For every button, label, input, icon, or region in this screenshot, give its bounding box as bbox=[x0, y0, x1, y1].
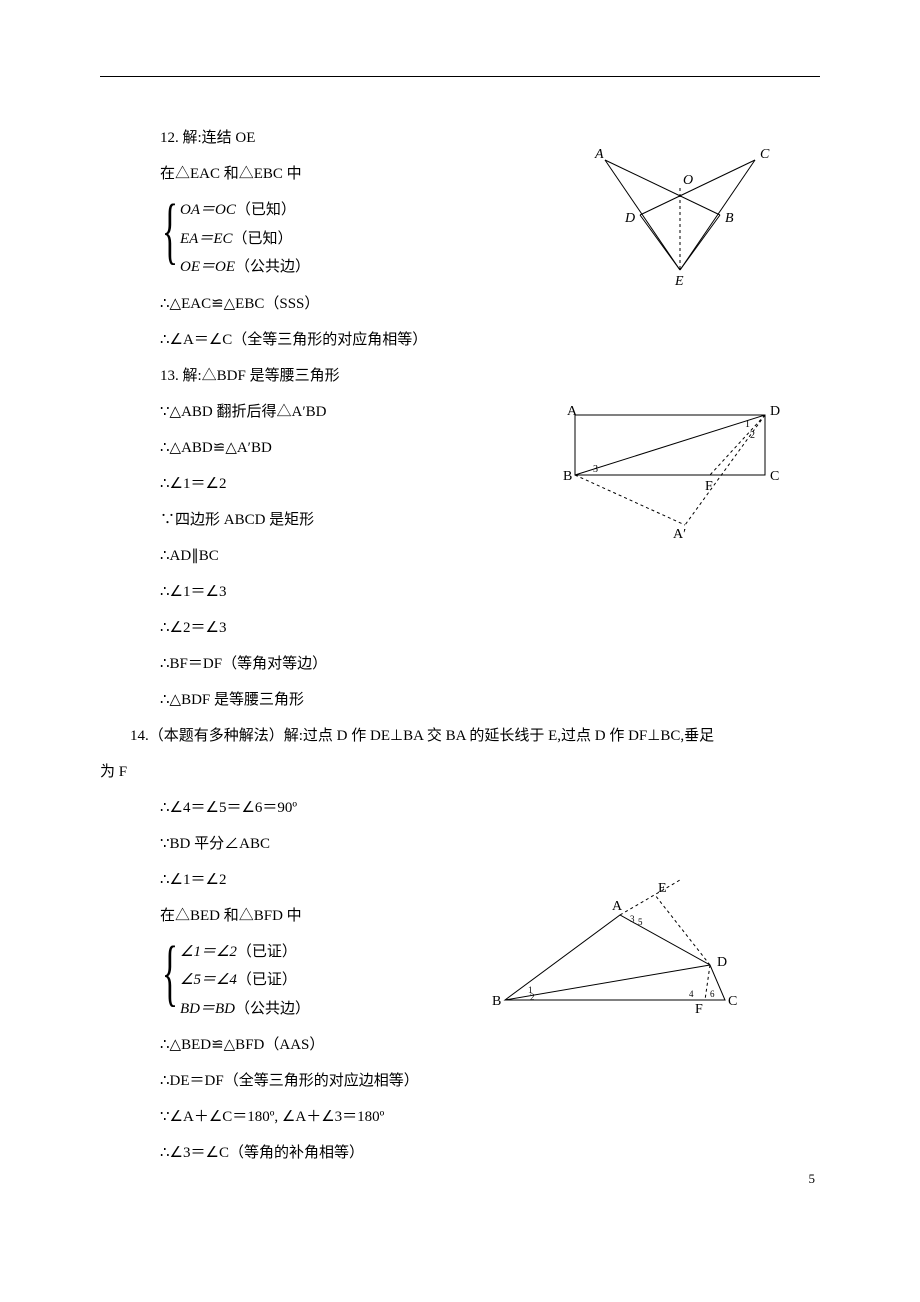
figure-12: A C D B O E bbox=[555, 140, 805, 290]
q12-b2-cn: （已知） bbox=[233, 231, 293, 247]
fig14-n2: 2 bbox=[530, 992, 535, 1002]
fig13-A: A bbox=[567, 404, 578, 419]
q14-b2-cn: （已证） bbox=[237, 972, 297, 988]
q14-l9: ∴∠3＝∠C（等角的补角相等） bbox=[160, 1135, 820, 1171]
fig13-B: B bbox=[563, 469, 572, 484]
q12-b1-cn: （已知） bbox=[236, 202, 296, 218]
top-rule bbox=[100, 76, 820, 77]
fig12-O: O bbox=[683, 173, 693, 188]
q14-b3-cn: （公共边） bbox=[235, 1001, 310, 1017]
fig14-A: A bbox=[612, 899, 623, 914]
q14-l3: ∵BD 平分∠ABC bbox=[160, 826, 820, 862]
q12-b3-it: OE＝OE bbox=[180, 259, 235, 275]
fig12-E: E bbox=[674, 274, 684, 289]
fig13-n3: 3 bbox=[593, 464, 598, 475]
q12-b1-it: OA＝OC bbox=[180, 202, 236, 218]
q12-l3: ∴△EAC≌△EBC（SSS） bbox=[160, 286, 820, 322]
q12-l4: ∴∠A＝∠C（全等三角形的对应角相等） bbox=[160, 322, 820, 358]
fig14-E: E bbox=[658, 881, 667, 896]
q13-l9: ∴BF＝DF（等角对等边） bbox=[160, 646, 820, 682]
q14-b2-it: ∠5＝∠4 bbox=[180, 972, 237, 988]
fig12-A: A bbox=[594, 147, 604, 162]
fig13-n2: 2 bbox=[750, 430, 755, 441]
fig13-D: D bbox=[770, 404, 780, 419]
fig14-n4: 4 bbox=[689, 989, 694, 999]
q13-l7: ∴∠1＝∠3 bbox=[160, 574, 820, 610]
figure-14: A B C D E F 1 2 3 4 5 6 bbox=[480, 870, 770, 1020]
fig14-F: F bbox=[695, 1002, 703, 1017]
q13-l1: 13. 解:△BDF 是等腰三角形 bbox=[160, 358, 820, 394]
figure-13: A D B C F A′ 1 2 3 bbox=[545, 400, 805, 550]
q13-l8: ∴∠2＝∠3 bbox=[160, 610, 820, 646]
q14-l7: ∴DE＝DF（全等三角形的对应边相等） bbox=[160, 1063, 820, 1099]
q14-l6: ∴△BED≌△BFD（AAS） bbox=[160, 1027, 820, 1063]
left-brace-icon: { bbox=[162, 936, 178, 1010]
fig13-F: F bbox=[705, 479, 713, 494]
q14-l2: ∴∠4＝∠5＝∠6＝90º bbox=[160, 790, 820, 826]
q14-l8: ∵∠A＋∠C＝180º, ∠A＋∠3＝180º bbox=[160, 1099, 820, 1135]
left-brace-icon: { bbox=[162, 194, 178, 268]
q14-l1: 14.（本题有多种解法）解:过点 D 作 DE⊥BA 交 BA 的延长线于 E,… bbox=[100, 718, 820, 754]
fig14-B: B bbox=[492, 994, 501, 1009]
fig14-n5: 5 bbox=[638, 917, 643, 927]
q14-b3-it: BD＝BD bbox=[180, 1001, 235, 1017]
fig13-A2: A′ bbox=[673, 527, 686, 542]
fig13-n1: 1 bbox=[745, 419, 750, 430]
fig12-B: B bbox=[725, 211, 734, 226]
q12-b3-cn: （公共边） bbox=[235, 259, 310, 275]
fig12-D: D bbox=[624, 211, 635, 226]
q14-b1-cn: （已证） bbox=[237, 944, 297, 960]
q13-l10: ∴△BDF 是等腰三角形 bbox=[160, 682, 820, 718]
page-number: 5 bbox=[809, 1171, 816, 1187]
fig14-n6: 6 bbox=[710, 989, 715, 999]
fig12-C: C bbox=[760, 147, 770, 162]
page: 12. 解:连结 OE 在△EAC 和△EBC 中 { OA＝OC（已知） EA… bbox=[0, 0, 920, 1302]
fig14-n3: 3 bbox=[630, 914, 635, 924]
q14-l1b: 为 F bbox=[100, 754, 820, 790]
q14-b1-it: ∠1＝∠2 bbox=[180, 944, 237, 960]
fig14-D: D bbox=[717, 955, 727, 970]
fig13-C: C bbox=[770, 469, 779, 484]
fig14-C: C bbox=[728, 994, 737, 1009]
q12-b2-it: EA＝EC bbox=[180, 231, 233, 247]
